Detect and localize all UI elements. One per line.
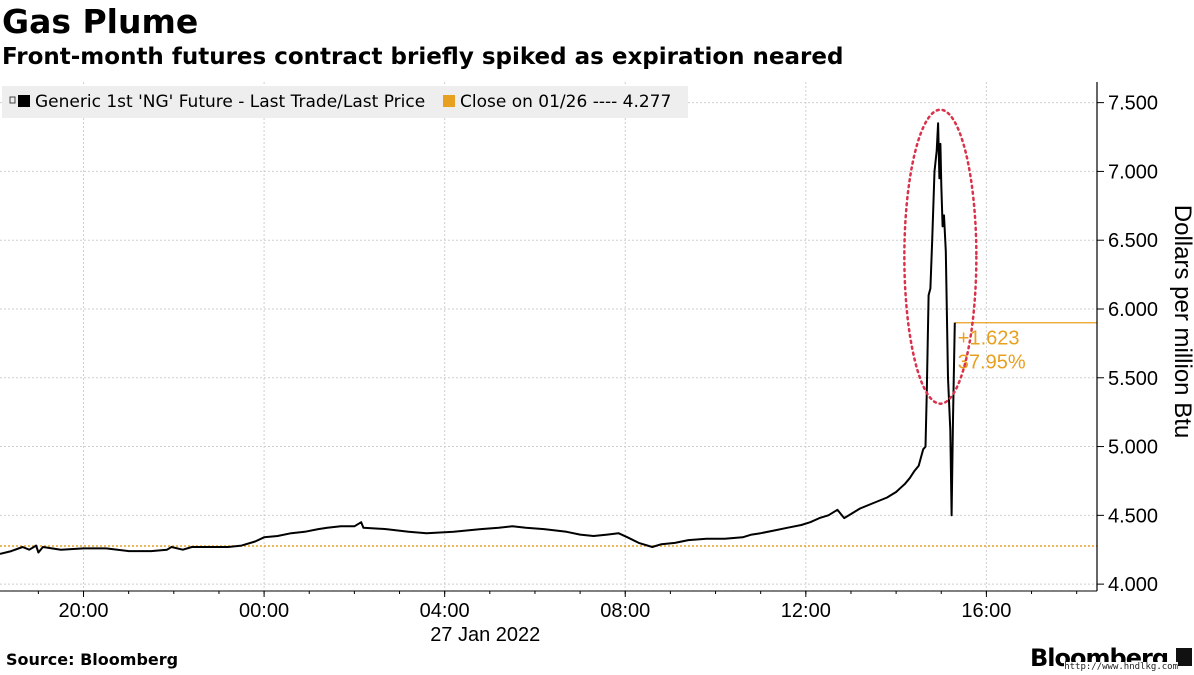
y-tick-label: 5.500: [1108, 368, 1158, 390]
y-tick-label: 4.000: [1108, 574, 1158, 596]
x-tick-label: 08:00: [600, 600, 650, 622]
legend-box: [2, 86, 688, 118]
x-tick-label: 20:00: [58, 600, 108, 622]
legend-label: Generic 1st 'NG' Future - Last Trade/Las…: [35, 92, 425, 112]
x-tick-label: 00:00: [239, 600, 289, 622]
y-tick-label: 7.500: [1108, 93, 1158, 115]
chart-subtitle: Front-month futures contract briefly spi…: [2, 44, 844, 70]
legend-swatch: [443, 95, 455, 107]
legend-swatch: [18, 95, 30, 107]
source-note: Source: Bloomberg: [6, 650, 179, 669]
chart-title: Gas Plume: [2, 2, 199, 41]
spike-highlight-ellipse: [903, 108, 978, 405]
legend-toggle-icon: [9, 96, 16, 104]
change-label: +1.623: [958, 328, 1020, 350]
x-axis-label: 27 Jan 2022: [430, 624, 540, 646]
legend-label: Close on 01/26 ---- 4.277: [460, 92, 671, 112]
y-tick-label: 6.000: [1108, 299, 1158, 321]
y-tick-label: 7.000: [1108, 161, 1158, 183]
y-tick-label: 5.000: [1108, 437, 1158, 459]
watermark-text: http://www.hndlkg.com: [1064, 662, 1178, 672]
y-axis-title: Dollars per million Btu: [1169, 205, 1194, 438]
y-tick-label: 6.500: [1108, 230, 1158, 252]
bloomberg-badge-icon: [1176, 648, 1192, 666]
x-tick-label: 16:00: [961, 600, 1011, 622]
change-percent-label: 37.95%: [958, 352, 1026, 374]
x-tick-label: 12:00: [781, 600, 831, 622]
y-tick-label: 4.500: [1108, 505, 1158, 527]
x-tick-label: 04:00: [420, 600, 470, 622]
price-series-line: [0, 122, 956, 555]
